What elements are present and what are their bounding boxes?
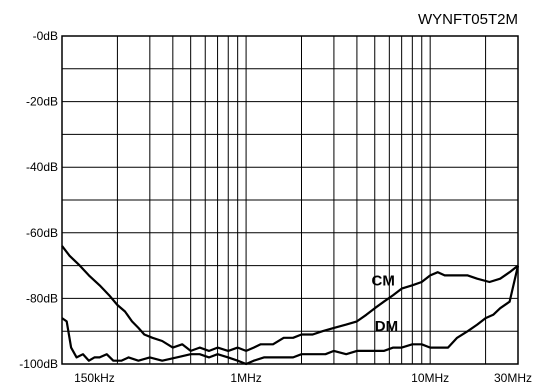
plot-frame — [61, 35, 519, 365]
x-tick-label: 30MHz — [494, 371, 532, 385]
x-axis-tick-labels: 150kHz 1MHz 10MHz 30MHz — [74, 371, 532, 385]
y-tick-label: -60dB — [26, 226, 58, 240]
series-line-dm — [61, 265, 520, 366]
y-tick-label: -20dB — [26, 95, 58, 109]
y-tick-label: -100dB — [19, 357, 58, 371]
series-line-cm — [61, 245, 519, 352]
series-label-cm: CM — [371, 272, 394, 289]
chart-title: WYNFT05T2M — [418, 11, 518, 28]
y-tick-label: -80dB — [26, 291, 58, 305]
series-label-dm: DM — [375, 318, 398, 335]
y-tick-label: -40dB — [26, 160, 58, 174]
y-tick-label: -0dB — [33, 29, 58, 43]
x-tick-label: 150kHz — [74, 371, 115, 385]
x-tick-label: 1MHz — [230, 371, 261, 385]
x-tick-label: 10MHz — [411, 371, 449, 385]
series-labels: CM DM — [371, 272, 398, 335]
grid — [61, 35, 519, 365]
y-axis-tick-labels: -0dB -20dB -40dB -60dB -80dB -100dB — [19, 29, 58, 371]
series-lines — [61, 245, 520, 366]
